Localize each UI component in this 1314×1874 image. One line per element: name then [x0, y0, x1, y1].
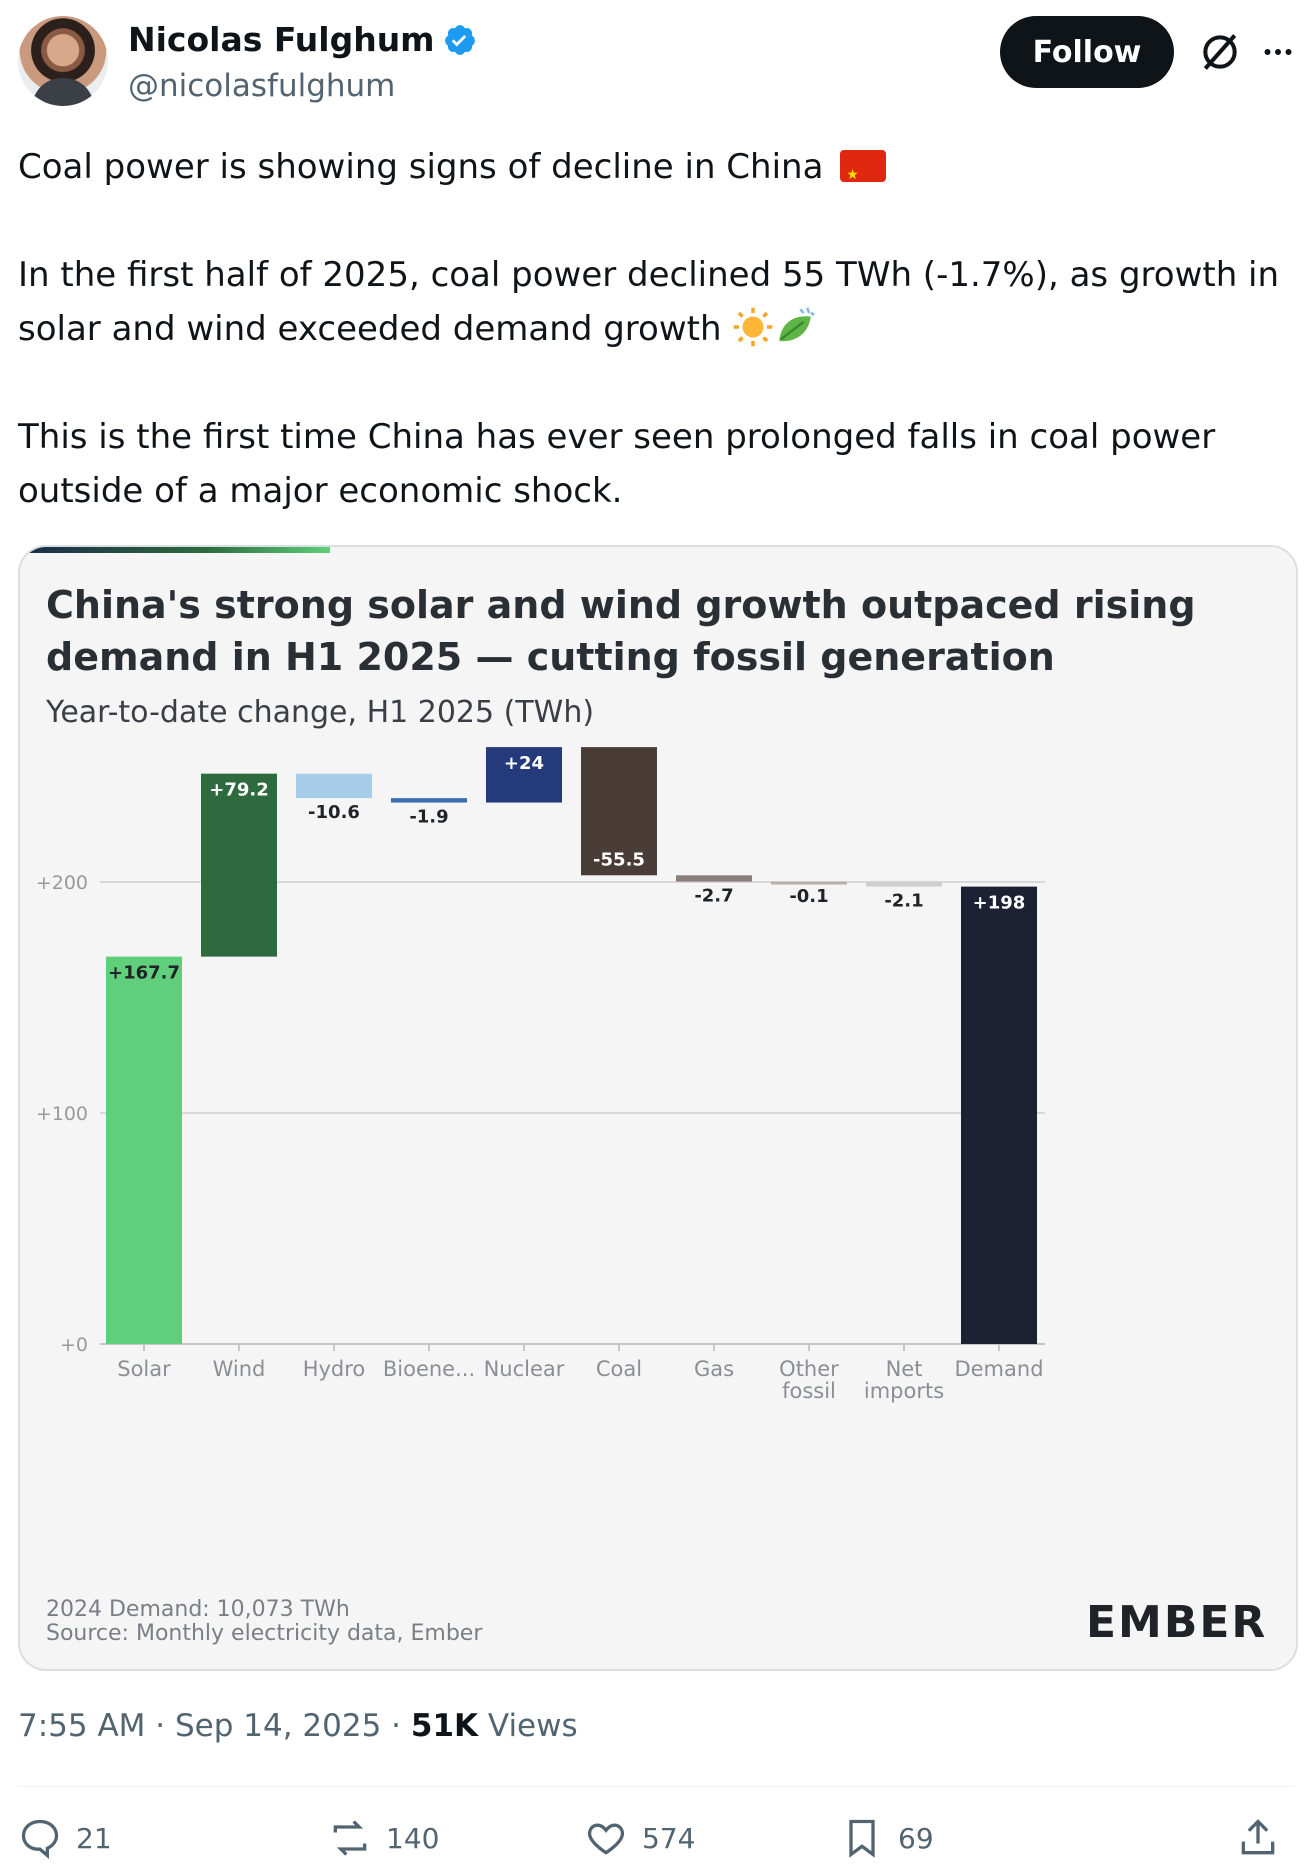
follow-button[interactable]: Follow — [1000, 16, 1174, 88]
x-tick-label: fossil — [782, 1379, 836, 1403]
chart-footnote: 2024 Demand: 10,073 TWh — [46, 1597, 350, 1622]
bookmark-icon — [849, 1819, 875, 1858]
value-label: -10.6 — [308, 802, 360, 823]
author-name-row[interactable]: Nicolas Fulghum — [128, 20, 477, 59]
reply-icon — [21, 1819, 59, 1859]
bookmark-button[interactable]: 69 — [840, 1816, 934, 1860]
x-tick-label: Other — [779, 1357, 839, 1381]
x-tick-label: Nuclear — [484, 1357, 565, 1381]
like-count: 574 — [642, 1821, 696, 1855]
value-label: +24 — [504, 753, 544, 774]
divider — [18, 1786, 1294, 1787]
x-tick-label: Hydro — [303, 1357, 366, 1381]
x-tick-label: Solar — [117, 1357, 171, 1381]
chart-card[interactable]: China's strong solar and wind growth out… — [18, 545, 1298, 1671]
tweet-line-2: In the first half of 2025, coal power de… — [18, 255, 1280, 349]
repost-icon — [333, 1820, 367, 1856]
tweet-meta: 7:55 AM · Sep 14, 2025 · 51K Views — [18, 1708, 578, 1744]
bar — [106, 956, 182, 1344]
value-label: +79.2 — [209, 780, 269, 801]
y-tick-label: +100 — [36, 1103, 88, 1125]
tweet-header: Nicolas Fulghum @nicolasfulghum Follow — [18, 16, 1296, 108]
author-handle[interactable]: @nicolasfulghum — [128, 68, 396, 104]
tweet-date[interactable]: Sep 14, 2025 — [174, 1708, 382, 1744]
bar — [581, 747, 657, 876]
x-tick-label: Gas — [694, 1357, 734, 1381]
bar — [866, 881, 942, 887]
bar — [201, 773, 277, 957]
bar — [486, 747, 562, 803]
value-label: +167.7 — [108, 963, 180, 984]
leaf-wind-icon — [779, 307, 816, 342]
x-tick-label: Wind — [213, 1357, 266, 1381]
value-label: -2.7 — [694, 886, 733, 907]
x-tick-label: Bioene... — [383, 1357, 475, 1381]
repost-count: 140 — [386, 1821, 440, 1855]
share-icon — [1241, 1819, 1275, 1855]
share-button[interactable] — [1236, 1816, 1280, 1860]
views-count: 51K — [410, 1708, 479, 1744]
like-button[interactable]: 574 — [584, 1816, 695, 1860]
x-tick-label: Net — [886, 1357, 923, 1381]
avatar[interactable] — [18, 16, 108, 106]
grok-icon[interactable] — [1198, 30, 1242, 74]
bar — [961, 886, 1037, 1344]
chart-subtitle: Year-to-date change, H1 2025 (TWh) — [46, 695, 595, 730]
card-accent-bar — [20, 547, 330, 553]
china-flag-icon — [840, 148, 887, 202]
repost-button[interactable]: 140 — [328, 1816, 439, 1860]
bar — [771, 881, 847, 885]
reply-button[interactable]: 21 — [18, 1816, 112, 1860]
bar — [676, 875, 752, 882]
x-tick-label: imports — [864, 1379, 944, 1403]
verified-badge-icon — [444, 24, 475, 55]
heart-icon — [587, 1823, 625, 1855]
x-tick-label: Demand — [954, 1357, 1043, 1381]
sun-icon — [734, 307, 773, 347]
views-label: Views — [487, 1708, 578, 1744]
x-tick-label: Coal — [596, 1357, 642, 1381]
value-label: -0.1 — [789, 886, 828, 907]
value-label: +198 — [973, 893, 1026, 914]
tweet-line-1: Coal power is showing signs of decline i… — [18, 147, 824, 187]
bar — [296, 773, 372, 799]
ember-logo: EMBER — [1086, 1597, 1268, 1648]
chart-title: China's strong solar and wind growth out… — [46, 583, 1196, 679]
y-tick-label: +0 — [60, 1334, 88, 1356]
value-label: -2.1 — [884, 891, 923, 912]
bar — [391, 798, 467, 803]
author-name[interactable]: Nicolas Fulghum — [128, 20, 435, 59]
value-label: -1.9 — [409, 807, 448, 828]
y-tick-label: +200 — [36, 872, 88, 894]
tweet-line-3: This is the first time China has ever se… — [18, 417, 1216, 511]
value-label: -55.5 — [593, 849, 645, 870]
action-bar: 21 140 574 69 — [18, 1816, 1294, 1872]
tweet-text: Coal power is showing signs of decline i… — [18, 140, 1288, 518]
more-options-icon[interactable] — [1258, 34, 1298, 70]
tweet-time[interactable]: 7:55 AM — [18, 1708, 146, 1744]
waterfall-chart: +0 +100 +200 +167.7 Solar +79.2 Wind -10.6 Hydro… — [36, 747, 1045, 1403]
chart-source: Source: Monthly electricity data, Ember — [46, 1621, 483, 1646]
bookmark-count: 69 — [898, 1821, 934, 1855]
reply-count: 21 — [76, 1821, 112, 1855]
